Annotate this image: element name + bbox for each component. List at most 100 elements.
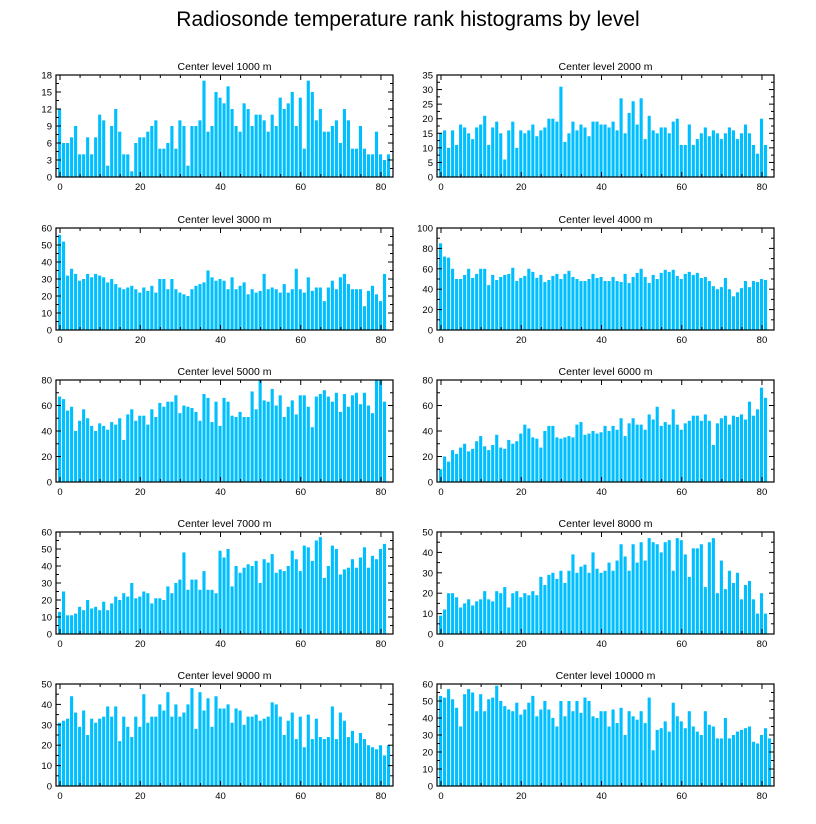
y-tick-label: 0 (428, 782, 433, 793)
y-tick-label: 10 (41, 309, 52, 320)
bar (230, 277, 234, 330)
bar (635, 272, 639, 330)
bar (691, 726, 695, 786)
bar (719, 418, 723, 482)
bar (543, 431, 547, 482)
bar (66, 718, 70, 786)
bar (467, 268, 471, 330)
bar (655, 729, 659, 786)
bar (483, 446, 487, 482)
bar (142, 694, 146, 786)
panel-title: Center level 1000 m (178, 61, 272, 73)
panel-5: Center level 5000 m 0 20 40 60 80 0 20 40 60 80 (41, 366, 394, 498)
bar (499, 276, 503, 330)
bar (266, 401, 270, 482)
bar (439, 469, 443, 482)
bar (378, 549, 383, 634)
bar (78, 726, 82, 786)
bar (715, 593, 719, 634)
bar (759, 118, 764, 177)
x-tick-label: 0 (438, 639, 443, 650)
bar (487, 450, 491, 483)
bar (583, 434, 587, 482)
bar (615, 723, 619, 786)
bar (547, 425, 551, 482)
bar (106, 610, 110, 634)
x-tick-label: 0 (438, 487, 443, 498)
bar (206, 589, 210, 634)
y-tick-label: 10 (422, 143, 433, 154)
x-tick-label: 80 (757, 639, 768, 650)
bar (146, 290, 150, 330)
bar (102, 601, 106, 634)
bar (495, 591, 499, 634)
bar (114, 706, 118, 786)
bar (471, 448, 475, 482)
y-tick-label: 0 (428, 630, 433, 641)
bar (250, 716, 254, 786)
bar (499, 133, 503, 177)
bar (675, 424, 679, 483)
bar (178, 716, 182, 786)
bar (298, 97, 302, 177)
bar (214, 593, 218, 634)
bar (314, 718, 318, 786)
bar (639, 424, 643, 483)
bar (330, 126, 334, 177)
bar (226, 86, 230, 177)
bar (242, 567, 246, 634)
bar (759, 735, 764, 786)
bar (254, 409, 258, 482)
bar (623, 436, 627, 482)
bar (539, 130, 543, 177)
bar (310, 427, 314, 482)
bar (463, 694, 467, 786)
y-tick-label: 10 (41, 613, 52, 624)
bar (202, 394, 206, 482)
bar (687, 124, 691, 177)
bar (254, 292, 258, 330)
bar (563, 716, 567, 786)
bar (527, 130, 531, 177)
panel-8: Center level 8000 m 0 20 40 60 80 0 10 20 30 40 50 (422, 518, 775, 650)
bar (443, 697, 447, 786)
bar (182, 712, 186, 786)
bar (238, 131, 242, 177)
bar (226, 704, 230, 786)
bar (687, 420, 691, 482)
bar (286, 566, 290, 634)
bar (623, 273, 627, 330)
bar (146, 424, 150, 483)
bar (286, 406, 290, 482)
bar (210, 277, 214, 330)
bar (318, 109, 322, 177)
bar (214, 92, 218, 177)
y-tick-label: 60 (422, 264, 433, 275)
panel-10: Center level 10000 m 0 20 40 60 80 0 10 20 30 40 50… (422, 670, 775, 802)
bar (222, 397, 226, 482)
bar (543, 282, 547, 330)
bar (667, 540, 671, 634)
bar (366, 154, 371, 177)
bar (94, 606, 98, 634)
bar (703, 414, 707, 482)
bar (246, 564, 250, 634)
x-tick-label: 80 (376, 791, 387, 802)
bar (655, 279, 659, 330)
bar (679, 144, 683, 177)
bar (94, 431, 98, 482)
bar (515, 441, 519, 482)
bar (250, 289, 254, 330)
x-tick-label: 80 (376, 335, 387, 346)
bar (186, 296, 190, 330)
bar (703, 711, 707, 786)
bar (358, 404, 363, 482)
bar (643, 560, 647, 634)
x-tick-label: 20 (135, 791, 146, 802)
x-tick-label: 60 (676, 182, 687, 193)
y-tick-label: 25 (422, 100, 433, 111)
bar (615, 130, 619, 177)
y-tick-label: 30 (41, 579, 52, 590)
y-tick-label: 15 (41, 88, 52, 99)
bar (130, 285, 134, 330)
